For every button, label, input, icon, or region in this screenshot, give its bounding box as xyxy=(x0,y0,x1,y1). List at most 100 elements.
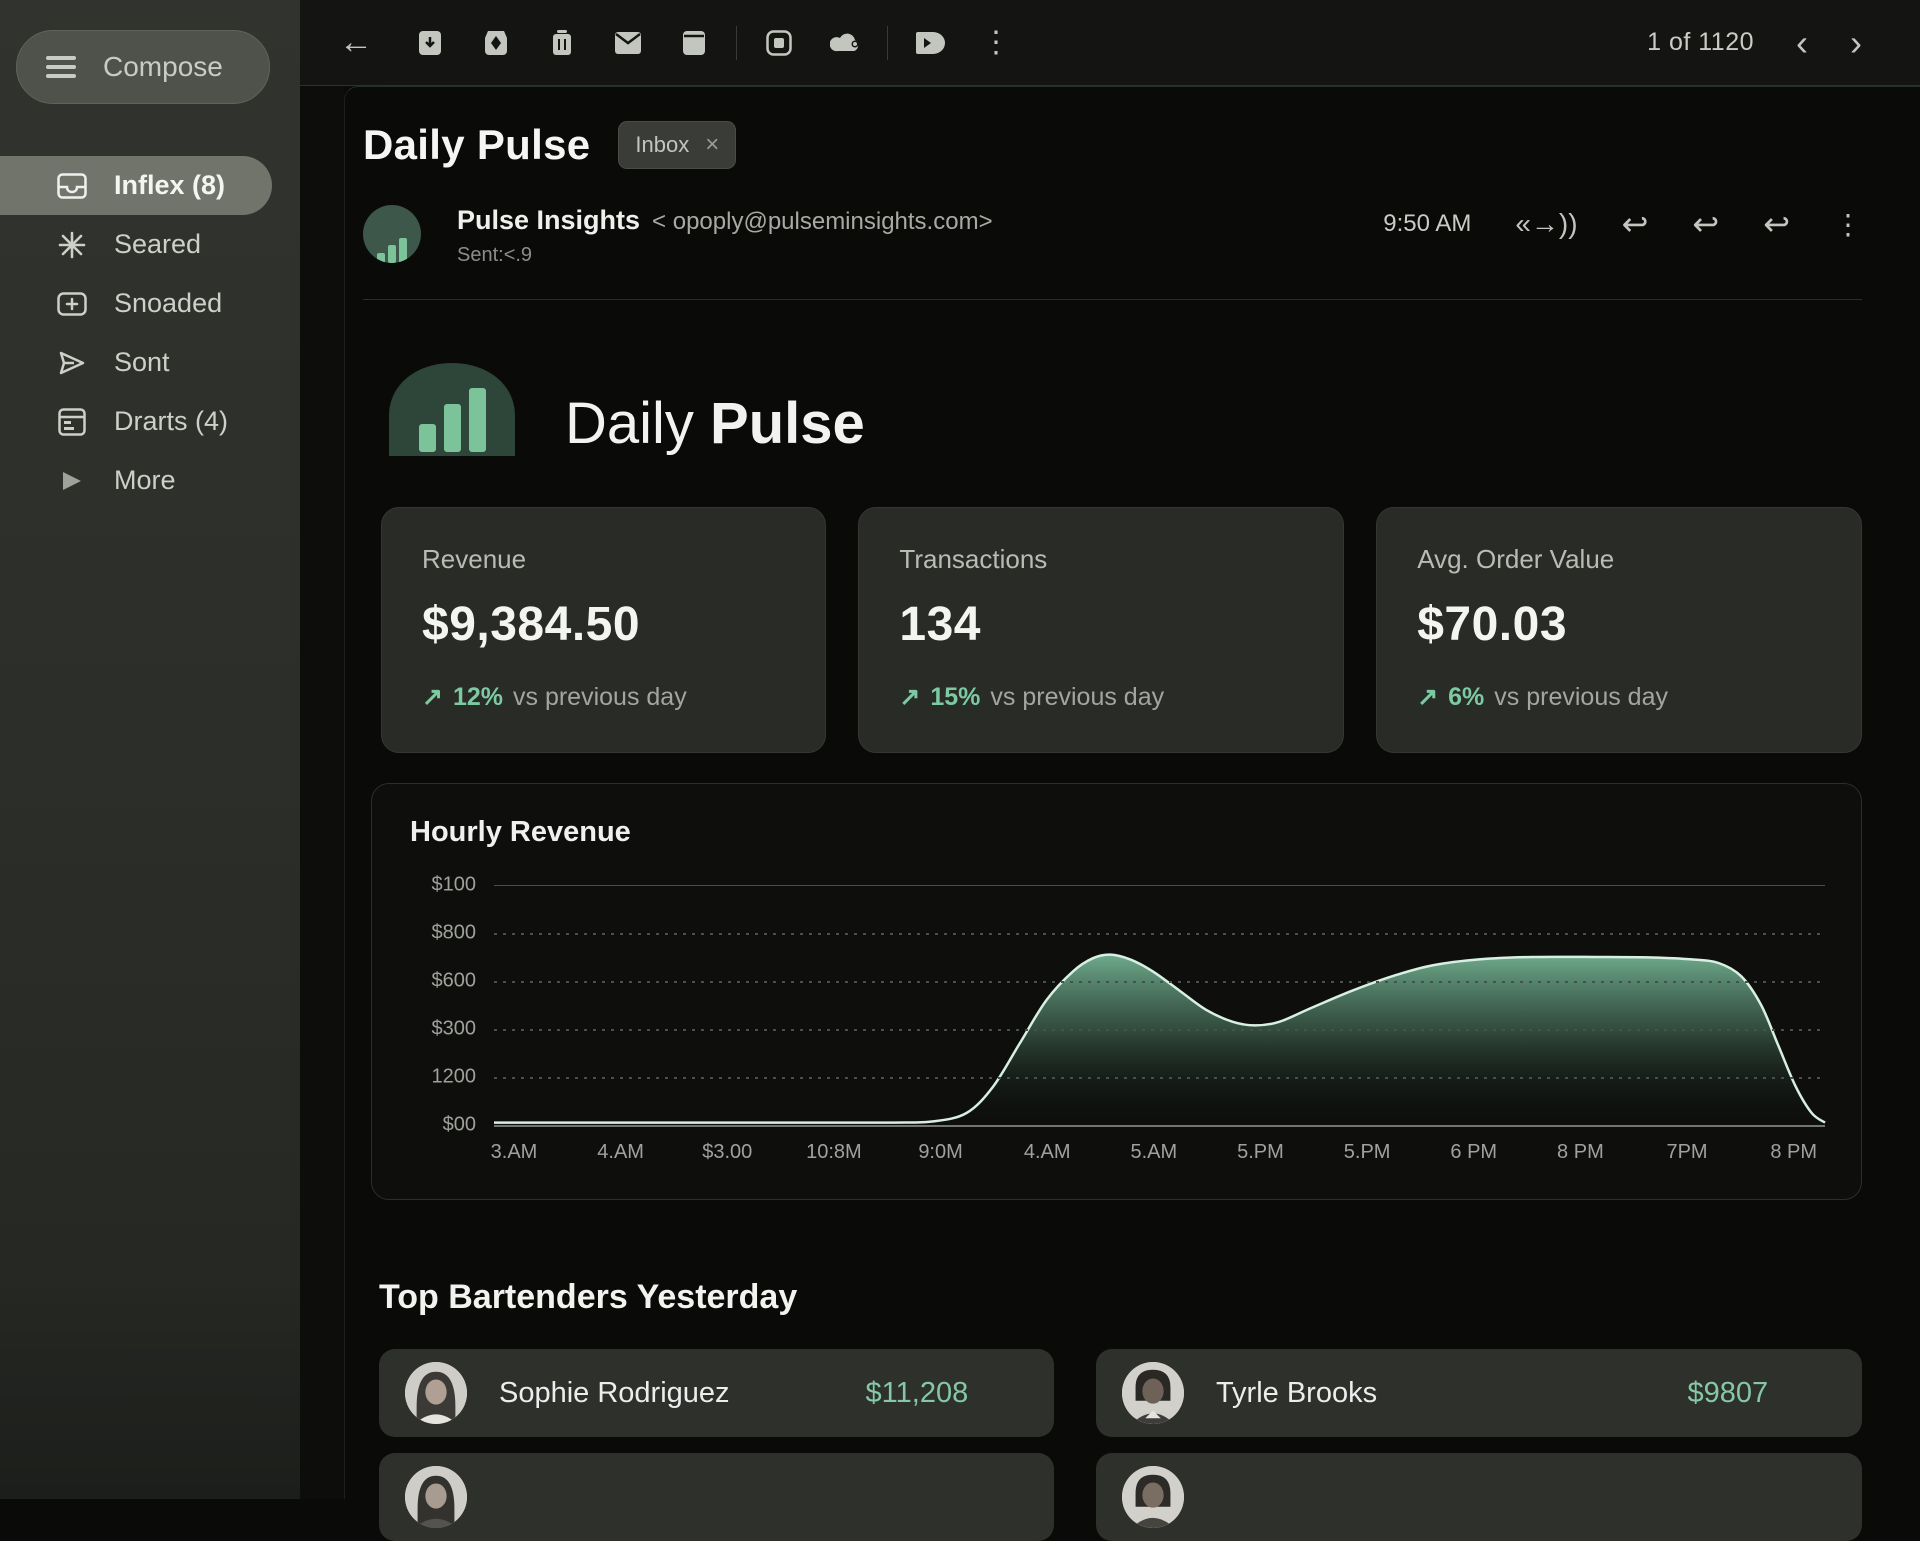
sidebar-item-more[interactable]: More xyxy=(0,451,300,510)
stat-card-transactions: Transactions 134 ↗ 15% vs previous day xyxy=(858,507,1344,753)
mark-unread-icon[interactable] xyxy=(608,23,648,63)
x-axis-label: 6 PM xyxy=(1450,1141,1497,1164)
chart-title: Hourly Revenue xyxy=(410,816,1827,849)
drafts-icon xyxy=(56,406,88,438)
x-axis-label: 10:8M xyxy=(806,1141,862,1164)
toolbar-group-move xyxy=(759,23,865,63)
more-options-icon[interactable]: ⋮ xyxy=(976,23,1016,63)
compose-label: Compose xyxy=(103,51,223,83)
inbox-label-text: Inbox xyxy=(635,132,689,158)
gridline xyxy=(494,981,1825,983)
bartenders-grid: Sophie Rodriguez $11,208 Tyrle Brooks $9… xyxy=(379,1349,1862,1541)
bartender-row-partial[interactable] xyxy=(379,1453,1054,1541)
message-more-icon[interactable]: ⋮ xyxy=(1834,208,1862,241)
y-axis-label: $100 xyxy=(406,874,476,897)
sender-name: Pulse Insights xyxy=(457,205,640,236)
move-to-icon[interactable] xyxy=(759,23,799,63)
compose-button[interactable]: Compose xyxy=(16,30,270,104)
email-subject: Daily Pulse xyxy=(363,121,590,169)
sidebar-item-sent[interactable]: Sont xyxy=(0,333,300,392)
email-time: 9:50 AM xyxy=(1383,210,1471,238)
sender-row: Pulse Insights < opoply@pulseminsights.c… xyxy=(363,205,1862,267)
delete-icon[interactable] xyxy=(542,23,582,63)
x-axis-label: $3.00 xyxy=(702,1141,752,1164)
reply-icon[interactable]: ↩ xyxy=(1622,205,1649,243)
x-axis-label: 7PM xyxy=(1666,1141,1707,1164)
back-icon[interactable]: ← xyxy=(336,23,376,63)
inbox-label-chip[interactable]: Inbox × xyxy=(618,121,736,169)
delta-suffix: vs previous day xyxy=(990,683,1164,712)
delta-suffix: vs previous day xyxy=(513,683,687,712)
sender-avatar[interactable] xyxy=(363,205,421,263)
y-axis-label: $800 xyxy=(406,922,476,945)
stats-row: Revenue $9,384.50 ↗ 12% vs previous day … xyxy=(381,507,1862,753)
subject-row: Daily Pulse Inbox × xyxy=(363,87,1862,169)
remove-label-icon[interactable]: × xyxy=(705,131,719,159)
x-axis-label: 3.AM xyxy=(491,1141,538,1164)
more-arrow-icon xyxy=(56,465,88,497)
bartender-row[interactable]: Tyrle Brooks $9807 xyxy=(1096,1349,1862,1437)
snoozed-icon xyxy=(56,288,88,320)
sent-icon xyxy=(56,347,88,379)
labels-icon[interactable] xyxy=(825,23,865,63)
delta-percent: 15% xyxy=(930,683,980,712)
toolbar-divider xyxy=(887,26,888,60)
x-axis-label: 5.AM xyxy=(1130,1141,1177,1164)
header-divider xyxy=(363,299,1862,300)
reply-indicator-icon: «→)) xyxy=(1515,208,1577,240)
stat-card-avg-order-value: Avg. Order Value $70.03 ↗ 6% vs previous… xyxy=(1376,507,1862,753)
stat-label: Revenue xyxy=(422,544,785,575)
avatar xyxy=(1122,1466,1184,1528)
area-chart-svg xyxy=(494,885,1825,1125)
starred-icon xyxy=(56,229,88,261)
x-axis-label: 9:0M xyxy=(918,1141,962,1164)
bartender-name: Sophie Rodriguez xyxy=(499,1377,834,1410)
sidebar-item-snoozed[interactable]: Snoaded xyxy=(0,274,300,333)
stat-delta: ↗ 12% vs previous day xyxy=(422,682,785,712)
snooze-icon[interactable] xyxy=(674,23,714,63)
delta-suffix: vs previous day xyxy=(1494,683,1668,712)
x-axis-label: 5.PM xyxy=(1237,1141,1284,1164)
bartender-row-partial[interactable] xyxy=(1096,1453,1862,1541)
sidebar: Compose Inflex (8) Seared Snoaded Sont xyxy=(0,0,300,1499)
inbox-icon xyxy=(56,170,88,202)
gridline xyxy=(494,933,1825,935)
trend-up-icon: ↗ xyxy=(1417,682,1438,712)
sidebar-item-label: Seared xyxy=(114,229,201,260)
sidebar-nav: Inflex (8) Seared Snoaded Sont Drarts (4… xyxy=(0,156,300,510)
gridline xyxy=(494,885,1825,886)
x-axis-label: 4.AM xyxy=(597,1141,644,1164)
bartender-amount: $9807 xyxy=(1687,1377,1768,1410)
sidebar-item-label: Sont xyxy=(114,347,170,378)
reply-2-icon[interactable]: ↩ xyxy=(1692,205,1719,243)
older-chevron-icon[interactable]: › xyxy=(1850,25,1862,61)
sidebar-item-inbox[interactable]: Inflex (8) xyxy=(0,156,272,215)
avatar xyxy=(1122,1362,1184,1424)
stat-delta: ↗ 6% vs previous day xyxy=(1417,682,1821,712)
newer-chevron-icon[interactable]: ‹ xyxy=(1796,25,1808,61)
archive-icon[interactable] xyxy=(410,23,450,63)
x-axis-label: 8 PM xyxy=(1557,1141,1604,1164)
sidebar-item-label: Inflex (8) xyxy=(114,170,225,201)
stat-label: Avg. Order Value xyxy=(1417,544,1821,575)
report-spam-icon[interactable] xyxy=(476,23,516,63)
panel-gutter xyxy=(300,86,344,1499)
bartender-row[interactable]: Sophie Rodriguez $11,208 xyxy=(379,1349,1054,1437)
toolbar-divider xyxy=(736,26,737,60)
bartenders-heading: Top Bartenders Yesterday xyxy=(379,1278,1862,1317)
reply-all-icon[interactable]: ↩ xyxy=(1763,205,1790,243)
mail-toolbar: ← ⋮ 1 of 1120 ‹ › xyxy=(300,0,1920,86)
sidebar-item-starred[interactable]: Seared xyxy=(0,215,300,274)
toolbar-pagination: 1 of 1120 ‹ › xyxy=(1647,25,1862,61)
sidebar-item-label: Snoaded xyxy=(114,288,222,319)
chart-plot xyxy=(494,885,1825,1125)
sender-meta: Pulse Insights < opoply@pulseminsights.c… xyxy=(457,205,993,267)
forward-label-icon[interactable] xyxy=(910,23,950,63)
x-axis-label: 4.AM xyxy=(1024,1141,1071,1164)
sidebar-item-drafts[interactable]: Drarts (4) xyxy=(0,392,300,451)
stat-value: $9,384.50 xyxy=(422,597,785,652)
email-panel: Daily Pulse Inbox × Pulse Insights < opo… xyxy=(344,86,1920,1499)
sender-address: < opoply@pulseminsights.com> xyxy=(652,208,993,236)
